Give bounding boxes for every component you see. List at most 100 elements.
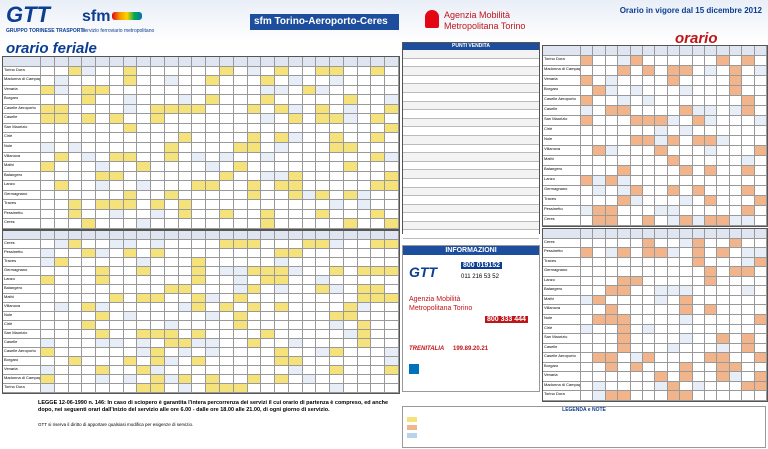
- time-cell: [593, 381, 606, 392]
- time-cell: [261, 190, 276, 201]
- time-cell: [151, 267, 165, 276]
- time-cell: [630, 372, 643, 382]
- time-cell: [742, 238, 755, 249]
- time-cell: [385, 209, 399, 220]
- time-cell: [655, 391, 668, 401]
- header-cell: [581, 46, 594, 56]
- time-cell: [137, 123, 152, 134]
- time-cell: [742, 156, 755, 166]
- time-cell: [605, 126, 619, 136]
- time-cell: [642, 66, 656, 76]
- time-cell: [729, 166, 743, 176]
- station-cell: Madonna di Campagna: [3, 375, 41, 384]
- time-cell: [192, 152, 207, 163]
- time-cell: [330, 85, 344, 96]
- time-cell: [220, 375, 234, 384]
- time-cell: [233, 276, 248, 285]
- time-cell: [343, 190, 358, 201]
- time-cell: [618, 76, 631, 86]
- time-cell: [330, 366, 344, 375]
- time-cell: [754, 305, 767, 315]
- time-cell: [109, 209, 124, 220]
- time-cell: [54, 285, 69, 294]
- time-cell: [581, 216, 594, 226]
- time-cell: [655, 267, 668, 277]
- station-cell: Balangero: [543, 286, 581, 296]
- time-cell: [41, 303, 55, 312]
- station-cell: Torino Dora: [3, 384, 41, 393]
- time-cell: [137, 294, 152, 303]
- time-cell: [618, 146, 631, 156]
- time-cell: [275, 357, 289, 366]
- time-cell: [178, 76, 193, 86]
- station-cell: Venaria: [3, 366, 41, 375]
- time-cell: [581, 314, 594, 325]
- station-cell: Traves: [3, 200, 41, 210]
- time-cell: [742, 295, 755, 306]
- time-cell: [206, 312, 220, 321]
- station-cell: Ciriè: [3, 133, 41, 143]
- gtt-subtitle: GRUPPO TORINESE TRASPORTI: [6, 28, 85, 34]
- time-cell: [96, 66, 110, 77]
- time-cell: [605, 305, 619, 315]
- time-cell: [385, 190, 399, 201]
- time-cell: [330, 384, 344, 393]
- time-cell: [692, 196, 705, 206]
- time-cell: [642, 238, 656, 249]
- station-cell: Germagnano: [3, 190, 41, 201]
- time-cell: [593, 295, 606, 306]
- time-cell: [302, 267, 317, 276]
- amm-phone: 800 333 444: [485, 316, 528, 323]
- time-cell: [123, 162, 138, 172]
- time-cell: [754, 186, 767, 196]
- time-cell: [692, 126, 705, 136]
- time-cell: [206, 200, 220, 210]
- time-cell: [82, 348, 97, 357]
- time-cell: [581, 334, 594, 344]
- time-cell: [343, 171, 358, 182]
- sales-row: [403, 196, 539, 205]
- time-cell: [288, 76, 303, 86]
- time-cell: [316, 219, 331, 229]
- time-cell: [729, 276, 743, 287]
- time-cell: [316, 240, 331, 249]
- time-cell: [742, 196, 755, 206]
- time-cell: [330, 200, 344, 210]
- time-cell: [206, 366, 220, 375]
- sales-row: [403, 50, 539, 59]
- time-cell: [330, 152, 344, 163]
- time-cell: [357, 348, 372, 357]
- header-cell: [68, 231, 83, 240]
- time-cell: [275, 123, 289, 134]
- time-cell: [357, 142, 372, 153]
- time-cell: [68, 190, 83, 201]
- time-cell: [316, 162, 331, 172]
- time-cell: [192, 104, 207, 115]
- time-cell: [330, 249, 344, 258]
- time-cell: [220, 123, 234, 134]
- time-cell: [605, 106, 619, 116]
- time-cell: [343, 76, 358, 86]
- legend: LEGENDA e NOTE: [402, 406, 766, 448]
- time-cell: [630, 334, 643, 344]
- time-cell: [618, 106, 631, 116]
- time-cell: [729, 334, 743, 344]
- sales-row: [403, 178, 539, 188]
- time-cell: [680, 136, 693, 146]
- time-cell: [68, 303, 83, 312]
- time-cell: [692, 186, 705, 196]
- header-cell: [151, 231, 165, 240]
- time-cell: [192, 303, 207, 312]
- timetable: Ceres Pessinetto Traves Germagnano Lanzo Bala…: [542, 228, 768, 402]
- header-cell: [357, 231, 372, 240]
- time-cell: [288, 240, 303, 249]
- header-cell: [178, 57, 193, 67]
- time-cell: [371, 276, 386, 285]
- time-cell: [247, 181, 262, 191]
- time-cell: [717, 116, 730, 126]
- time-cell: [192, 95, 207, 105]
- time-cell: [593, 96, 606, 106]
- time-cell: [630, 314, 643, 325]
- time-cell: [137, 312, 152, 321]
- time-cell: [742, 106, 755, 116]
